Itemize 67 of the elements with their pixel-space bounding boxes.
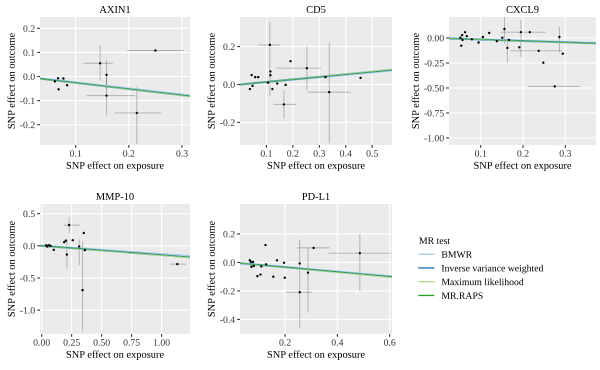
chart-title: AXIN1	[99, 6, 130, 13]
legend-label: Maximum likelihood	[442, 278, 524, 286]
x-axis-title: SNP effect on exposure	[268, 161, 365, 172]
y-axis-title: SNP effect on outcome	[412, 33, 419, 128]
y-tick-label: 0.0	[223, 259, 235, 266]
y-tick-label: 0.2	[23, 25, 35, 32]
y-tick-label: -0.5	[20, 274, 35, 282]
legend-title: MR test	[419, 237, 450, 244]
point	[268, 44, 272, 46]
x-tick-label: 0.2	[123, 150, 134, 157]
y-tick-label: -0.2	[220, 119, 235, 126]
x-tick-label: 0.3	[314, 150, 325, 157]
chart-title: MMP-10	[96, 192, 134, 200]
x-tick-label: 0.1	[260, 150, 272, 157]
point	[520, 30, 522, 34]
y-axis-title: SNP effect on outcome	[7, 33, 15, 128]
y-tick-label: 0.2	[223, 43, 235, 50]
x-tick-label: 0.6	[384, 339, 396, 346]
legend-label: BMWR	[442, 251, 472, 258]
x-tick-label: 0.3	[560, 150, 572, 157]
x-axis-title: SNP effect on exposure	[474, 161, 572, 172]
y-tick-label: 0.0	[23, 242, 35, 250]
x-tick-label: 1.00	[154, 339, 170, 346]
legend-label: MR.RAPS	[442, 292, 483, 299]
y-tick-label: -1.0	[20, 307, 35, 314]
y-tick-label: 0.0	[223, 81, 235, 88]
y-tick-label: -0.2	[220, 288, 235, 294]
y-tick-label: 0.00	[427, 34, 444, 42]
x-tick-label: 0.1	[475, 150, 486, 157]
chart-title: CXCL9	[506, 6, 539, 13]
chart-title: CD5	[306, 6, 326, 13]
x-tick-label: 0.5	[366, 150, 378, 157]
y-tick-label: -0.75	[424, 110, 444, 117]
x-tick-label: 0.4	[340, 150, 352, 157]
y-tick-label: -0.50	[424, 84, 444, 92]
y-axis-title: SNP effect on outcome	[207, 33, 215, 128]
x-tick-label: 0.2	[287, 150, 298, 157]
point	[282, 103, 286, 106]
y-tick-label: 0.5	[23, 210, 35, 218]
x-axis-title: SNP effect on exposure	[66, 161, 164, 172]
x-tick-label: 0.75	[123, 339, 140, 346]
x-axis-title: SNP effect on exposure	[268, 350, 365, 360]
point	[306, 66, 308, 70]
x-tick-label: 0.2	[279, 339, 291, 346]
y-axis-title: SNP effect on outcome	[7, 221, 15, 316]
y-tick-label: -0.1	[20, 98, 35, 104]
x-axis-title: SNP effect on exposure	[66, 350, 164, 360]
point	[68, 224, 70, 226]
x-tick-label: 0.50	[93, 339, 110, 346]
y-tick-label: -1.00	[424, 134, 444, 142]
x-tick-label: 0.4	[332, 339, 344, 346]
y-tick-label: -0.4	[220, 316, 235, 323]
legend-label: Inverse variance weighted	[442, 264, 544, 274]
y-tick-label: 0.2	[223, 230, 235, 238]
x-tick-label: 0.00	[34, 339, 50, 346]
y-tick-label: 0.0	[23, 73, 35, 80]
x-tick-label: 0.3	[176, 150, 188, 157]
y-tick-label: -0.2	[20, 122, 35, 128]
x-tick-label: 0.25	[64, 339, 80, 346]
y-tick-label: -0.25	[424, 60, 444, 67]
point	[358, 252, 362, 254]
x-tick-label: 0.2	[517, 150, 529, 157]
y-axis-title: SNP effect on outcome	[207, 221, 215, 316]
y-tick-label: 0.1	[23, 49, 35, 56]
point	[136, 112, 138, 114]
chart-title: PD-L1	[302, 192, 330, 200]
x-tick-label: 0.1	[70, 150, 82, 157]
